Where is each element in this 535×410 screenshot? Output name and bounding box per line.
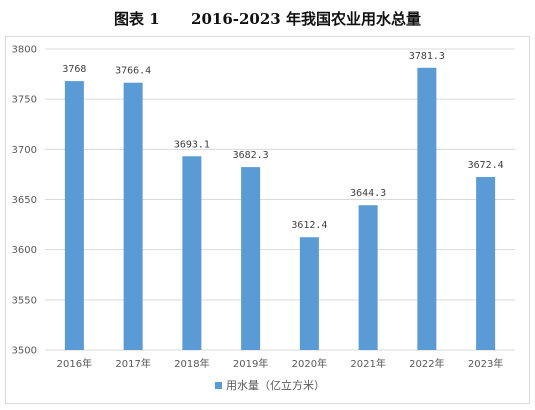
data-label-2022年: 3781.3 [409, 51, 445, 62]
bar-2016年 [64, 81, 84, 351]
data-label-2021年: 3644.3 [350, 188, 386, 199]
legend-swatch [215, 382, 222, 389]
legend-label: 用水量（亿立方米） [226, 378, 325, 392]
bar-2021年 [358, 205, 378, 350]
bar-2020年 [299, 237, 319, 350]
data-label-2019年: 3682.3 [233, 150, 269, 161]
bar-2018年 [182, 156, 202, 350]
chart-frame [5, 36, 530, 404]
bar-2019年 [241, 167, 261, 350]
x-tick-label-2023年: 2023年 [468, 357, 503, 370]
x-tick-label-2022年: 2022年 [409, 357, 444, 370]
data-label-2023年: 3672.4 [468, 160, 504, 171]
data-label-2018年: 3693.1 [174, 139, 210, 150]
x-tick-label-2017年: 2017年 [115, 357, 150, 370]
bar-2017年 [123, 82, 143, 350]
bar-2023年 [476, 177, 496, 350]
chart-title: 图表 1 2016-2023 年我国农业用水总量 [114, 10, 421, 28]
y-tick-label-3700: 3700 [12, 145, 37, 156]
x-tick-label-2016年: 2016年 [57, 357, 92, 370]
data-label-2020年: 3612.4 [291, 220, 327, 231]
bar-2022年 [417, 67, 437, 351]
y-tick-label-3600: 3600 [12, 245, 37, 256]
y-tick-label-3800: 3800 [12, 45, 37, 56]
y-tick-label-3550: 3550 [12, 295, 37, 306]
x-tick-label-2018年: 2018年 [174, 357, 209, 370]
x-tick-label-2020年: 2020年 [292, 357, 327, 370]
y-tick-label-3650: 3650 [12, 195, 37, 206]
data-label-2016年: 3768 [62, 64, 86, 75]
x-tick-label-2019年: 2019年 [233, 357, 268, 370]
y-tick-label-3500: 3500 [12, 346, 37, 357]
x-tick-label-2021年: 2021年 [350, 357, 385, 370]
data-label-2017年: 3766.4 [115, 66, 151, 77]
y-tick-label-3750: 3750 [12, 95, 37, 106]
